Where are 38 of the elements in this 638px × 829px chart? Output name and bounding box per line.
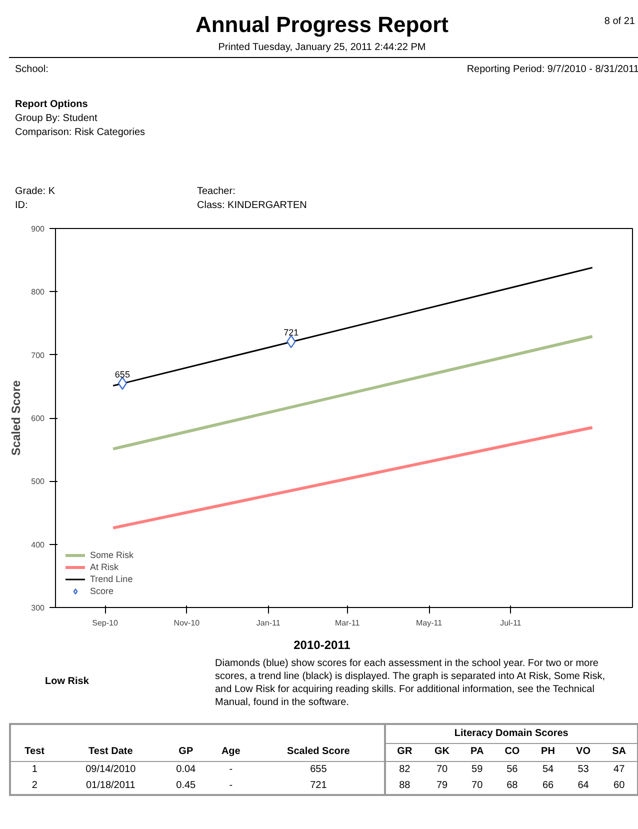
x-tick-label: Sep-10 (92, 618, 118, 628)
y-tick-label: 500 (31, 477, 46, 486)
text: Literacy Domain Scores (384, 724, 638, 744)
x-tick-label: Jan-11 (256, 618, 281, 628)
legend-label: Trend Line (90, 573, 133, 585)
text: Grade: K (15, 185, 56, 199)
text: 2 01/18/2011 0.45 - 721 88 79 70 68 66 64 60 (32, 780, 625, 791)
chart-title: Annual Progress Report (195, 12, 449, 37)
text: Report Options (15, 98, 88, 112)
data-label: 655 (114, 369, 130, 380)
y-tick-label: 900 (31, 224, 46, 234)
text: 2010-2011 (292, 637, 352, 654)
x-tick-label: Nov-10 (174, 618, 200, 628)
text: ID: (15, 199, 28, 213)
y-tick-label: 800 (31, 288, 46, 297)
text: Comparison: Risk Categories (15, 126, 146, 140)
text: Test Test Date GP Age Scaled Score GR GK PA CO PH VO SA (24, 746, 626, 758)
text: Low Risk (45, 675, 89, 689)
y-axis-title: Scaled Score (9, 380, 24, 456)
y-tick-label: 700 (31, 350, 46, 360)
legend-label: Some Risk (90, 549, 134, 561)
y-tick-label: 600 (31, 414, 46, 423)
x-tick-label: May-11 (416, 618, 443, 628)
y-tick-label: 300 (31, 604, 46, 612)
data-label: 721 (284, 328, 299, 338)
text: Diamonds (blue) show scores for each assessment in the school year. For two or more scores, a trend line (black) is displayed. The graph is separated into At Risk, Some Risk, and Low Risk for acquiring reading skills. For additional information, see the Technical Manual, found in the software. (215, 657, 606, 709)
x-tick-label: Mar-11 (334, 618, 360, 628)
x-tick-label: Jul-11 (500, 618, 522, 628)
text: Group By: Student (15, 112, 98, 126)
legend-label: At Risk (90, 561, 119, 573)
text: 1 09/14/2010 0.04 - 655 82 70 59 56 54 53 47 (32, 764, 625, 775)
text: Teacher: (197, 185, 236, 199)
y-tick-label: 400 (31, 540, 46, 550)
text: 8 of 21 (604, 15, 635, 29)
chart-subtitle: Printed Tuesday, January 25, 2011 2:44:22 PM (217, 41, 427, 55)
text: School: (15, 63, 48, 77)
legend-label: Score (90, 585, 114, 597)
text: Class: KINDERGARTEN (197, 199, 307, 213)
